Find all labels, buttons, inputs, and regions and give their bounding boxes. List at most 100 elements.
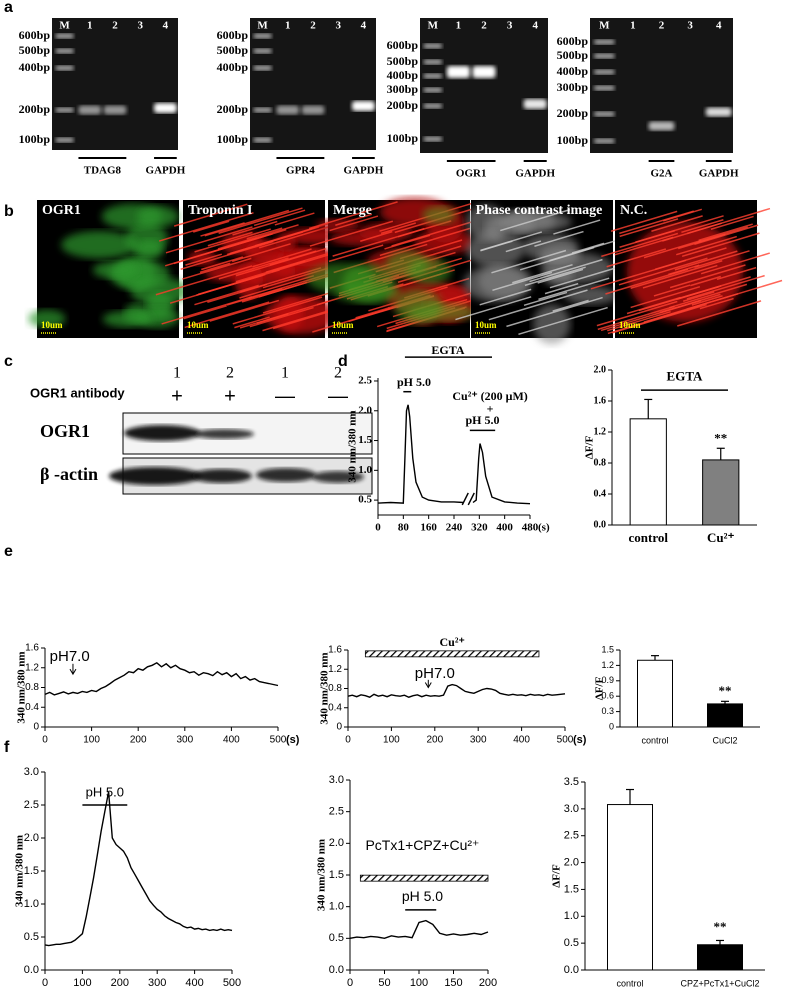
y-tick-label: 1.5 (329, 869, 344, 881)
marker-label: 100bp (217, 132, 249, 146)
cell (463, 265, 528, 303)
marker-label: 600bp (217, 28, 249, 42)
fiber (217, 224, 299, 250)
annotation-arrowhead (424, 682, 432, 689)
cell (466, 204, 505, 241)
sign: — (328, 385, 348, 407)
fiber (500, 208, 571, 232)
marker-label: 400bp (217, 60, 249, 74)
gel-image (250, 18, 376, 150)
fiber (544, 282, 579, 295)
y-axis-label: 340 nm/380 nm (14, 835, 26, 907)
x-tick-label: 0 (42, 977, 48, 989)
marker-label: 200bp (387, 98, 419, 112)
ladder-band (55, 137, 74, 143)
ladder-band (423, 43, 442, 49)
fiber (537, 268, 584, 284)
scale-label: 10um (475, 320, 497, 330)
annotation: pH 5.0 (402, 888, 443, 904)
band (705, 107, 732, 117)
lane-label: M (599, 20, 610, 32)
y-tick-label: 0.8 (25, 682, 39, 693)
marker-label: 400bp (387, 68, 419, 82)
fiber (676, 235, 737, 256)
fiber (669, 264, 746, 289)
fiber (194, 228, 271, 253)
x-tick-label: 0 (345, 735, 351, 746)
lane-label: M (257, 20, 268, 32)
fiber (155, 265, 253, 296)
fiber (164, 237, 258, 267)
trace (377, 404, 531, 505)
x-tick-label: 400 (223, 735, 240, 746)
annotation: pH 5.0 (397, 375, 431, 389)
fiber (663, 208, 703, 222)
band (103, 105, 127, 115)
annotation: pH 5.0 (465, 413, 499, 427)
gene-label: GAPDH (699, 168, 739, 180)
marker-label: 300bp (557, 80, 589, 94)
x-tick-label: 500 (557, 735, 574, 746)
micrograph-content (590, 207, 783, 335)
gene-label: GAPDH (344, 165, 384, 177)
fiber (659, 293, 721, 314)
y-tick-label: 0.5 (24, 931, 39, 943)
fiber (380, 222, 416, 235)
marker-label: 500bp (217, 43, 249, 57)
gene-label: GPR4 (286, 165, 315, 177)
fiber (553, 219, 601, 235)
band (446, 66, 470, 78)
y-axis-label: ΔF/F (584, 436, 596, 460)
fiber (518, 306, 608, 336)
y-tick-label: 2.5 (329, 806, 344, 818)
fiber (256, 313, 289, 325)
fiber (691, 295, 723, 306)
row-label: β -actin (40, 464, 98, 484)
x-axis-label: (s) (286, 734, 300, 746)
marker-label: 600bp (557, 34, 589, 48)
marker-label: 100bp (19, 132, 51, 146)
x-axis-label: (s) (573, 734, 587, 746)
y-axis-label: 340 nm/380 nm (316, 839, 328, 911)
fiber (360, 230, 393, 242)
x-tick-label: 0 (347, 977, 353, 989)
x-axis-label: (s) (538, 522, 550, 534)
lane-label: 4 (163, 20, 169, 32)
lane-label: 1 (630, 20, 636, 32)
antibody-label: OGR1 antibody (30, 385, 125, 400)
fiber (391, 218, 481, 247)
x-tick-label: 100 (410, 977, 428, 989)
fiber (686, 274, 765, 300)
y-tick-label: 0.6 (601, 691, 614, 701)
fiber (232, 296, 323, 325)
marker-label: 500bp (557, 48, 589, 62)
cell (28, 309, 66, 328)
fiber (653, 284, 691, 297)
y-tick-label: 2.0 (564, 856, 579, 868)
fiber (384, 234, 431, 250)
x-tick-label: 480 (522, 522, 539, 534)
fiber (698, 226, 748, 243)
fiber (218, 257, 289, 280)
ladder-band (55, 48, 74, 54)
y-tick-label: 2.5 (564, 830, 579, 842)
fiber (596, 300, 678, 327)
annotation: pH 5.0 (86, 785, 124, 800)
fiber (524, 266, 586, 287)
lane-label: 2 (659, 20, 665, 32)
image-label: Merge (333, 203, 372, 218)
cell (276, 247, 339, 267)
y-tick-label: 3.0 (329, 774, 344, 786)
x-tick-label: 200 (111, 977, 129, 989)
gel-image (52, 18, 178, 150)
panel-label: e (4, 543, 13, 560)
bar (707, 703, 743, 728)
marker-label: 600bp (387, 38, 419, 52)
micrograph-content (28, 203, 189, 328)
fiber (204, 209, 290, 237)
y-tick-label: 3.5 (564, 776, 579, 788)
fiber (597, 305, 675, 331)
y-tick-label: 1.5 (564, 883, 579, 895)
band (154, 103, 177, 113)
fiber (194, 284, 259, 306)
